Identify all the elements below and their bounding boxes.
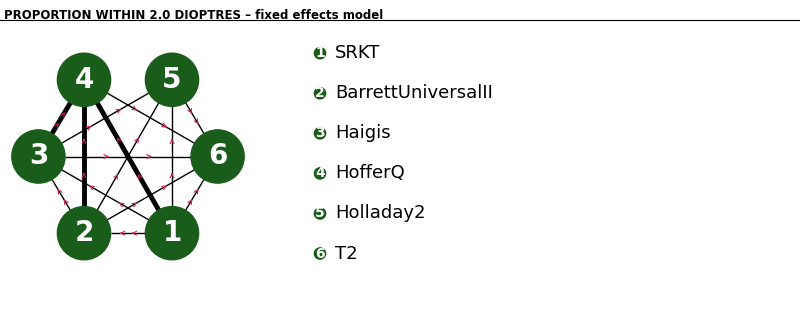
Ellipse shape <box>314 208 326 219</box>
Text: T2: T2 <box>335 244 358 263</box>
Text: 5: 5 <box>162 66 182 94</box>
Ellipse shape <box>314 248 326 259</box>
Text: Haigis: Haigis <box>335 124 391 142</box>
Ellipse shape <box>191 130 244 183</box>
Text: 5: 5 <box>315 207 325 220</box>
Ellipse shape <box>314 48 326 59</box>
Text: 3: 3 <box>29 142 48 171</box>
Text: 6: 6 <box>315 247 325 260</box>
Text: 6: 6 <box>208 142 227 171</box>
Text: 2: 2 <box>74 219 94 247</box>
Ellipse shape <box>314 128 326 139</box>
Text: SRKT: SRKT <box>335 44 381 62</box>
Text: Holladay2: Holladay2 <box>335 204 426 223</box>
Text: 2: 2 <box>315 86 325 100</box>
Text: 4: 4 <box>74 66 94 94</box>
Text: 4: 4 <box>315 167 325 180</box>
Text: PROPORTION WITHIN 2.0 DIOPTRES – fixed effects model: PROPORTION WITHIN 2.0 DIOPTRES – fixed e… <box>4 9 383 23</box>
Ellipse shape <box>58 53 110 106</box>
Text: 3: 3 <box>315 126 325 140</box>
Text: 1: 1 <box>162 219 182 247</box>
Text: 1: 1 <box>315 46 325 60</box>
Text: HofferQ: HofferQ <box>335 164 405 182</box>
Ellipse shape <box>146 53 198 106</box>
Text: BarrettUniversalII: BarrettUniversalII <box>335 84 493 102</box>
Ellipse shape <box>58 207 110 260</box>
Ellipse shape <box>146 207 198 260</box>
Ellipse shape <box>12 130 65 183</box>
Ellipse shape <box>314 168 326 179</box>
Ellipse shape <box>314 88 326 99</box>
